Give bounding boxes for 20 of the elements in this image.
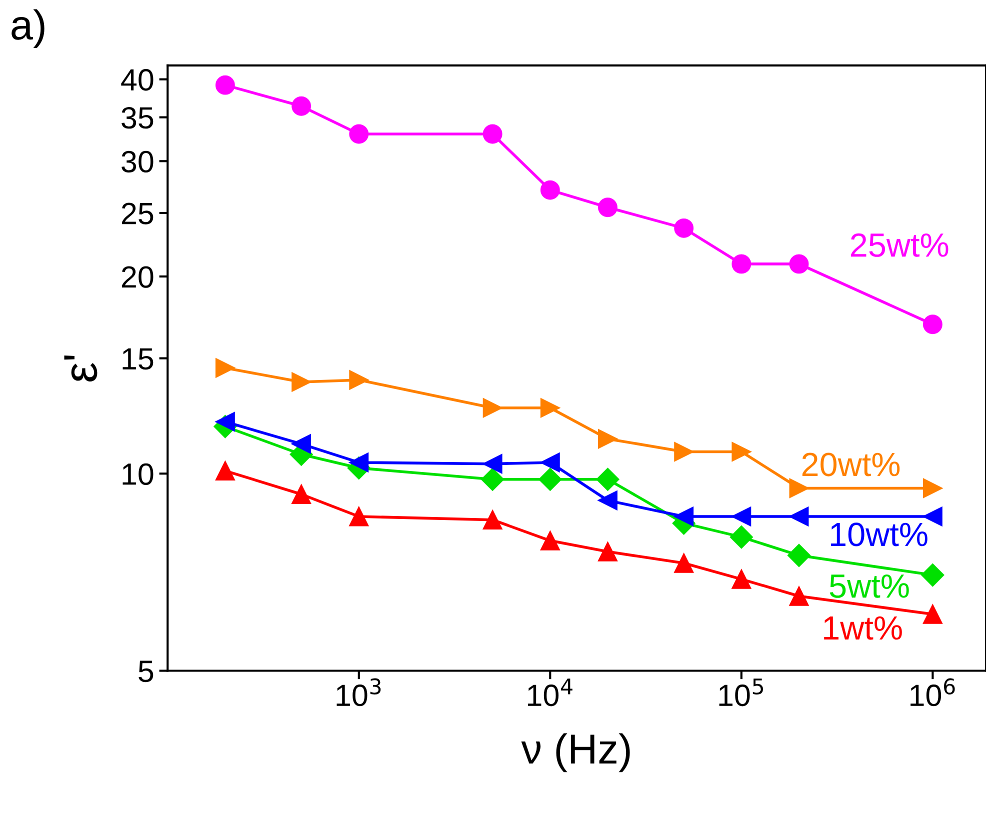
y-tick-label: 5 [138,660,154,682]
x-tick-label: 10$^{5}$ [719,678,763,706]
y-tick-label: 25 [122,202,154,224]
y-tick-label: 20 [122,266,154,288]
y-tick-label: 10 [122,463,154,485]
series-label: 20wt% [802,452,900,476]
y-tick-label: 30 [122,150,154,173]
x-tick-label: 10$^{3}$ [336,678,381,706]
y-tick-label: 35 [122,107,154,129]
y-tick-label: 15 [122,348,154,370]
x-tick-label: 10$^{6}$ [910,678,955,706]
text: a) [12,9,44,48]
y-tick-label: 40 [121,69,154,91]
x-tick-label: 10$^{4}$ [528,678,572,706]
series-label: 10wt% [831,522,928,546]
x-axis-title: ν (Hz) [521,733,630,772]
y-axis-title: ε' [64,355,98,382]
series-label: 5wt% [830,574,909,598]
series-label: 25wt% [851,233,948,257]
series-label: 1wt% [824,616,902,640]
